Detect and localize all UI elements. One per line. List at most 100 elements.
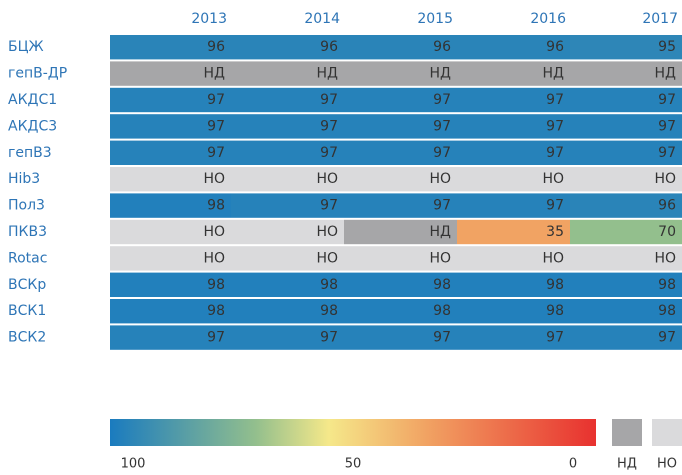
cell [231, 140, 344, 165]
cell-label: НО [316, 224, 338, 240]
cell-label: НО [654, 250, 676, 266]
row-label: Пол3 [8, 198, 45, 214]
row-label: ВСК1 [8, 303, 46, 319]
cell [231, 219, 344, 245]
cell [457, 61, 570, 86]
cell [110, 114, 231, 139]
row-label: АКДС3 [8, 118, 57, 134]
cell-label: 97 [207, 145, 225, 161]
cell-label: 98 [433, 277, 451, 293]
cell-label: НО [203, 171, 225, 187]
cell [344, 219, 457, 245]
cell [570, 325, 682, 350]
cell-label: 97 [433, 118, 451, 134]
cell [457, 140, 570, 165]
cell-label: 97 [658, 92, 676, 108]
cell-label: НО [429, 250, 451, 266]
cell-label: 98 [546, 277, 564, 293]
column-header: 2017 [642, 11, 678, 27]
missing-label: НД [617, 457, 637, 472]
cell-label: НО [429, 171, 451, 187]
cell [344, 325, 457, 350]
cell [457, 35, 570, 60]
cell-label: 97 [207, 118, 225, 134]
column-header: 2015 [417, 11, 453, 27]
cell [570, 272, 682, 297]
cell [231, 87, 344, 113]
cell-label: 98 [207, 198, 225, 214]
cell [570, 114, 682, 139]
row-label: ВСК2 [8, 330, 46, 346]
cell-label: 35 [546, 224, 564, 240]
cell-label: НД [430, 224, 452, 240]
cell-label: 98 [320, 277, 338, 293]
cell [570, 140, 682, 165]
missing-swatch [612, 419, 642, 446]
cell [110, 193, 231, 218]
cell [570, 61, 682, 86]
cell [344, 167, 457, 192]
cell [457, 87, 570, 113]
cell [231, 272, 344, 297]
colorbar-tick-label: 100 [121, 457, 146, 472]
cell [231, 299, 344, 324]
cell [570, 167, 682, 192]
cell-label: 97 [546, 92, 564, 108]
cell [457, 246, 570, 271]
cell-label: 97 [320, 92, 338, 108]
cell-label: 95 [658, 39, 676, 55]
cell-label: 97 [433, 198, 451, 214]
column-header: 2014 [304, 11, 340, 27]
cell-label: 97 [433, 92, 451, 108]
colorbar [110, 419, 596, 446]
cell [344, 140, 457, 165]
cell-label: 98 [433, 303, 451, 319]
cell [231, 35, 344, 60]
cell [457, 299, 570, 324]
cell-label: 98 [658, 303, 676, 319]
cell-label: 97 [658, 330, 676, 346]
cell [457, 114, 570, 139]
colorbar-tick-label: 50 [345, 457, 362, 472]
cell [344, 272, 457, 297]
cell-label: 98 [658, 277, 676, 293]
cell [231, 114, 344, 139]
cell-label: НО [542, 171, 564, 187]
row-label: гепВ-ДР [8, 66, 67, 82]
cell-label: НД [430, 66, 452, 82]
cell [457, 193, 570, 218]
cell-label: НД [543, 66, 565, 82]
cell [344, 35, 457, 60]
cell [570, 299, 682, 324]
cell-label: 97 [546, 145, 564, 161]
cell [570, 219, 682, 245]
cell [231, 325, 344, 350]
cell [110, 35, 231, 60]
cell [231, 193, 344, 218]
cell [457, 219, 570, 245]
cell [344, 193, 457, 218]
row-label: Rotac [8, 250, 47, 266]
cell-label: 96 [658, 198, 676, 214]
cell [110, 87, 231, 113]
cell [110, 167, 231, 192]
cell [110, 219, 231, 245]
cell-label: 97 [433, 145, 451, 161]
cell-label: 97 [320, 145, 338, 161]
cell-label: 97 [320, 118, 338, 134]
cell [457, 167, 570, 192]
cell [570, 246, 682, 271]
cell [344, 87, 457, 113]
cell-label: 98 [546, 303, 564, 319]
cell-label: 96 [433, 39, 451, 55]
row-label: Hib3 [8, 171, 40, 187]
cell-label: НО [203, 224, 225, 240]
row-label: АКДС1 [8, 92, 57, 108]
cell-label: 96 [546, 39, 564, 55]
row-label: ВСКр [8, 277, 46, 293]
cell-label: 97 [658, 118, 676, 134]
cell-label: НО [654, 171, 676, 187]
cell [344, 246, 457, 271]
row-label: ПКВ3 [8, 224, 47, 240]
